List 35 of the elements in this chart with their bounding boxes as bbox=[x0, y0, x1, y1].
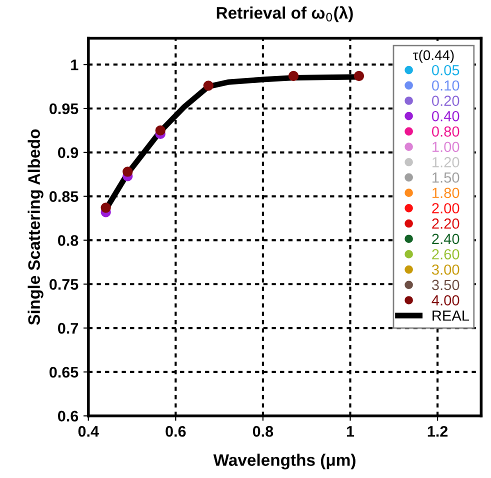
legend-label: 1.80 bbox=[432, 188, 460, 198]
legend-label: 0.80 bbox=[432, 126, 460, 137]
x-tick-label: 0.8 bbox=[252, 426, 274, 437]
legend-title: τ(0.44) bbox=[413, 50, 454, 63]
legend-label: 1.50 bbox=[432, 172, 460, 183]
x-tick-label: 0.4 bbox=[78, 426, 99, 437]
legend-label: 4.00 bbox=[432, 295, 460, 306]
legend-label: REAL bbox=[432, 310, 470, 321]
legend-label: 2.20 bbox=[432, 218, 460, 229]
x-tick-label: 1.2 bbox=[428, 426, 448, 437]
y-tick-label: 0.75 bbox=[50, 279, 78, 290]
legend-label: 3.00 bbox=[432, 264, 460, 275]
legend-label: 3.50 bbox=[432, 280, 460, 290]
y-tick-label: 0.8 bbox=[58, 235, 78, 246]
y-axis-title: Single Scattering Albedo bbox=[28, 129, 44, 325]
y-tick-label: 0.7 bbox=[58, 322, 78, 334]
y-tick-label: 0.95 bbox=[50, 103, 78, 114]
legend-label: 2.60 bbox=[432, 249, 460, 260]
legend-label: 1.20 bbox=[432, 157, 460, 168]
y-tick-label: 0.65 bbox=[50, 366, 78, 378]
y-tick-label: 1 bbox=[71, 60, 78, 70]
legend-label: 0.05 bbox=[432, 64, 460, 76]
x-tick-label: 1 bbox=[346, 426, 354, 437]
legend-label: 0.40 bbox=[432, 111, 460, 122]
chart-title: Retrieval of ω$_{0}$(λ) bbox=[216, 6, 353, 22]
legend-label: 2.00 bbox=[432, 203, 460, 214]
y-tick-label: 0.6 bbox=[58, 410, 78, 422]
legend-label: 1.00 bbox=[432, 142, 460, 152]
legend-label: 2.40 bbox=[432, 234, 460, 244]
x-tick-label: 0.6 bbox=[166, 426, 186, 437]
legend-label: 0.10 bbox=[432, 80, 460, 91]
x-axis-title: Wavelengths (μm) bbox=[213, 454, 356, 470]
y-tick-label: 0.9 bbox=[58, 147, 78, 158]
y-tick-label: 0.85 bbox=[50, 191, 78, 202]
legend-label: 0.20 bbox=[432, 96, 460, 106]
